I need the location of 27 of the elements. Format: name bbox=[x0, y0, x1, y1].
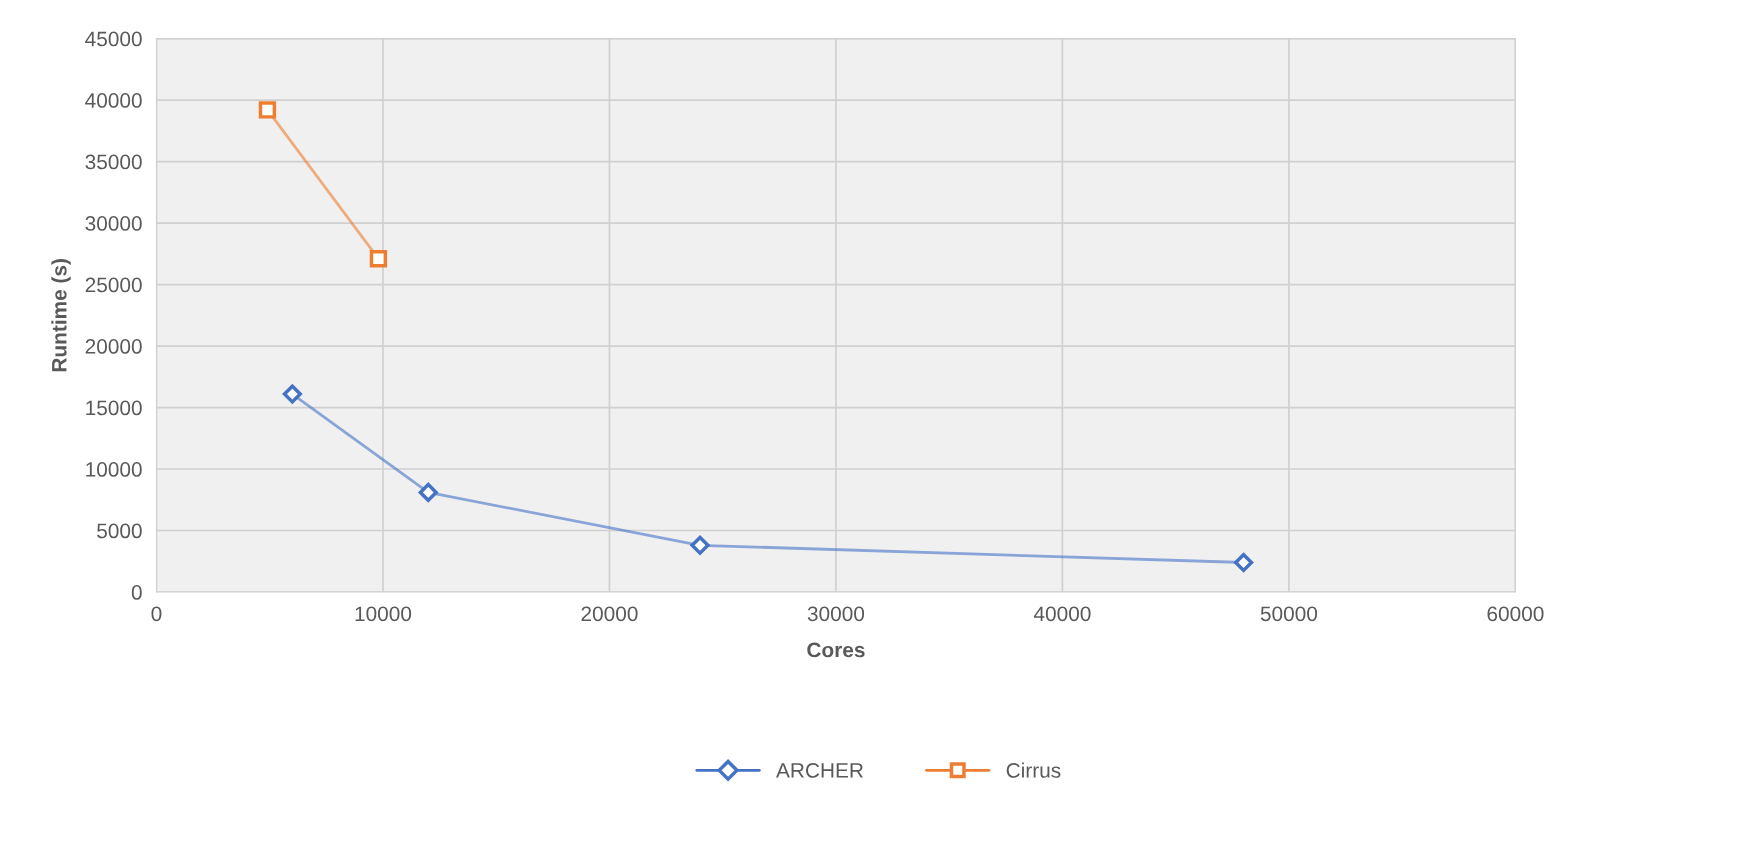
x-tick-label: 50000 bbox=[1260, 606, 1318, 622]
x-tick-label: 20000 bbox=[581, 606, 638, 622]
point bbox=[418, 482, 438, 502]
y-tick-label: 25000 bbox=[85, 277, 142, 293]
y-axis-title: Runtime (s) bbox=[51, 259, 71, 372]
point bbox=[690, 535, 710, 555]
y-tick-label: 10000 bbox=[86, 462, 142, 477]
x-tick-label: 30000 bbox=[807, 606, 865, 622]
point bbox=[1234, 552, 1254, 573]
y-tick-label: 0 bbox=[131, 585, 142, 600]
point bbox=[369, 250, 388, 268]
point bbox=[258, 101, 277, 119]
y-tick-label: 5000 bbox=[97, 523, 142, 539]
x-tick-label: 60000 bbox=[1487, 606, 1544, 622]
y-tick-label: 40000 bbox=[85, 93, 142, 108]
x-tick-label: 0 bbox=[151, 606, 162, 622]
legend-label: Cirrus bbox=[1006, 762, 1061, 778]
y-tick-label: 30000 bbox=[85, 216, 142, 231]
x-tick-label: 40000 bbox=[1033, 606, 1091, 622]
y-tick-label: 35000 bbox=[85, 154, 142, 170]
y-tick-label: 15000 bbox=[86, 400, 142, 416]
y-tick-label: 45000 bbox=[85, 31, 142, 47]
x-tick-label: 10000 bbox=[355, 606, 412, 622]
x-axis-title: Cores bbox=[807, 642, 865, 658]
y-tick-label: 20000 bbox=[85, 339, 142, 354]
legend-label: ARCHER bbox=[776, 763, 863, 778]
point bbox=[282, 384, 302, 404]
